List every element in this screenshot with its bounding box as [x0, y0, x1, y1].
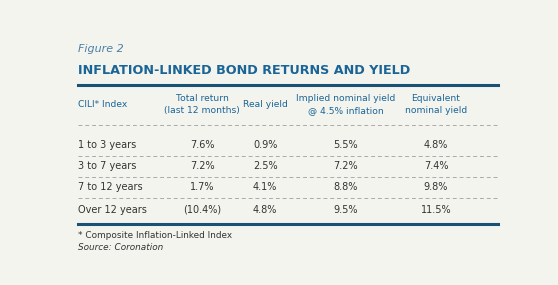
Text: 7.2%: 7.2% — [334, 161, 358, 171]
Text: 0.9%: 0.9% — [253, 140, 277, 150]
Text: 4.1%: 4.1% — [253, 182, 277, 192]
Text: Over 12 years: Over 12 years — [78, 205, 147, 215]
Text: Real yield: Real yield — [243, 100, 287, 109]
Text: 4.8%: 4.8% — [424, 140, 448, 150]
Text: Figure 2: Figure 2 — [78, 44, 124, 54]
Text: 2.5%: 2.5% — [253, 161, 277, 171]
Text: Total return
(last 12 months): Total return (last 12 months) — [164, 94, 240, 115]
Text: 11.5%: 11.5% — [421, 205, 451, 215]
Text: CILI* Index: CILI* Index — [78, 100, 128, 109]
Text: (10.4%): (10.4%) — [183, 205, 221, 215]
Text: 3 to 7 years: 3 to 7 years — [78, 161, 137, 171]
Text: 7.2%: 7.2% — [190, 161, 214, 171]
Text: Source: Coronation: Source: Coronation — [78, 243, 163, 252]
Text: 9.8%: 9.8% — [424, 182, 448, 192]
Text: 7.6%: 7.6% — [190, 140, 214, 150]
Text: Implied nominal yield
@ 4.5% inflation: Implied nominal yield @ 4.5% inflation — [296, 94, 396, 115]
Text: 9.5%: 9.5% — [334, 205, 358, 215]
Text: 7 to 12 years: 7 to 12 years — [78, 182, 143, 192]
Text: 8.8%: 8.8% — [334, 182, 358, 192]
Text: 1.7%: 1.7% — [190, 182, 214, 192]
Text: Equivalent
nominal yield: Equivalent nominal yield — [405, 94, 467, 115]
Text: INFLATION-LINKED BOND RETURNS AND YIELD: INFLATION-LINKED BOND RETURNS AND YIELD — [78, 64, 411, 77]
Text: 4.8%: 4.8% — [253, 205, 277, 215]
Text: 5.5%: 5.5% — [334, 140, 358, 150]
Text: 1 to 3 years: 1 to 3 years — [78, 140, 137, 150]
Text: 7.4%: 7.4% — [424, 161, 448, 171]
Text: * Composite Inflation-Linked Index: * Composite Inflation-Linked Index — [78, 231, 233, 240]
